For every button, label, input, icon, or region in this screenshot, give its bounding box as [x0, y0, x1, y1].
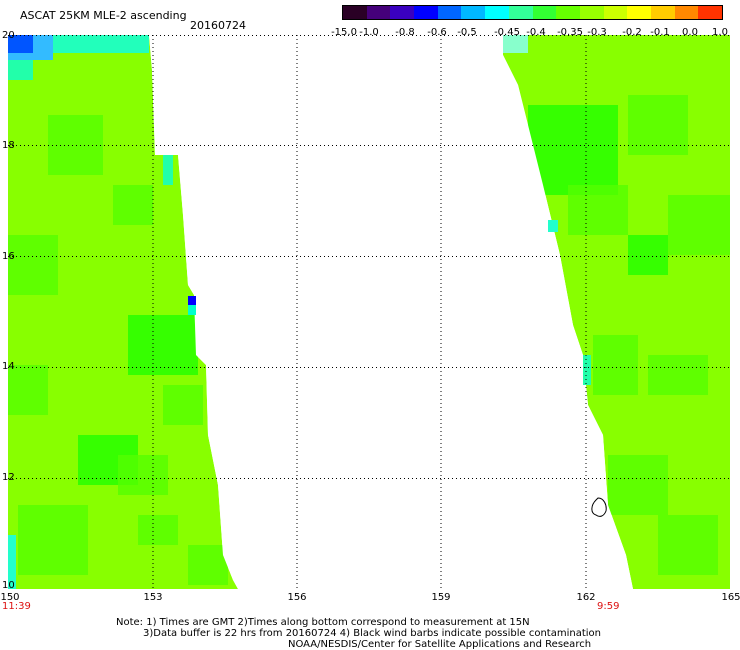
lon-label-150: 150 [0, 592, 20, 603]
colorbar-label: -0.1 [650, 27, 670, 38]
colorbar-swatch [414, 6, 438, 19]
colorbar-label: -15.0 [331, 27, 357, 38]
wind-cell [628, 235, 668, 275]
colorbar-label: -0.2 [622, 27, 642, 38]
colorbar-swatch [556, 6, 580, 19]
wind-cell [188, 305, 196, 315]
wind-cell [188, 545, 228, 585]
colorbar-label: 1.0 [712, 27, 728, 38]
lat-label-16: 16 [2, 251, 15, 262]
wind-cell [8, 365, 48, 415]
lon-label-153: 153 [143, 592, 163, 603]
note-line-2: 3)Data buffer is 22 hrs from 20160724 4)… [143, 628, 601, 639]
colorbar-swatch [390, 6, 415, 19]
colorbar-swatch [603, 6, 628, 19]
lon-label-159: 159 [431, 592, 451, 603]
lat-label-10: 10 [2, 580, 15, 591]
wind-cell [8, 60, 33, 80]
wind-cell [593, 335, 638, 395]
lat-label-20: 20 [2, 30, 15, 41]
lat-label-12: 12 [2, 472, 15, 483]
wind-cell [53, 35, 149, 53]
chart-date: 20160724 [190, 19, 246, 32]
notes-block: Note: 1) Times are GMT 2)Times along bot… [116, 617, 601, 650]
colorbar-label: -1.0 [359, 27, 379, 38]
chart-title: ASCAT 25KM MLE-2 ascending [20, 9, 187, 22]
swath-layer [8, 35, 730, 589]
colorbar-swatch [461, 6, 486, 19]
colorbar-label: -0.8 [395, 27, 415, 38]
colorbar-swatch [627, 6, 651, 19]
lon-label-165: 165 [721, 592, 740, 603]
wind-cell [113, 185, 153, 225]
wind-cell [48, 115, 103, 175]
wind-cell [18, 505, 88, 575]
wind-cell [628, 95, 688, 155]
colorbar-label: -0.6 [427, 27, 447, 38]
wind-map[interactable] [8, 35, 730, 589]
wind-cell [128, 315, 198, 375]
colorbar-swatch [437, 6, 462, 19]
wind-cell [138, 515, 178, 545]
wind-cell [8, 235, 58, 295]
wind-cell [608, 455, 668, 515]
colorbar-label: 0.0 [682, 27, 698, 38]
colorbar-swatch [579, 6, 604, 19]
lon-label-156: 156 [287, 592, 307, 603]
colorbar-swatch [508, 6, 533, 19]
colorbar-label: -0.4 [526, 27, 546, 38]
colorbar [342, 5, 723, 20]
wind-cell [548, 220, 558, 232]
wind-cell [188, 296, 196, 305]
colorbar-swatch [650, 6, 675, 19]
wind-cell [668, 195, 730, 255]
wind-cell [503, 35, 528, 53]
colorbar-label: -0.45 [494, 27, 520, 38]
pass-time-west: 11:39 [2, 601, 31, 612]
note-line-1: Note: 1) Times are GMT 2)Times along bot… [116, 617, 530, 628]
colorbar-swatch [532, 6, 557, 19]
colorbar-label: -0.35 [557, 27, 583, 38]
island-outline [591, 497, 607, 517]
wind-cell [163, 385, 203, 425]
colorbar-swatch [674, 6, 699, 19]
wind-cell [118, 455, 168, 495]
wind-cell [8, 535, 16, 589]
colorbar-label: -0.5 [457, 27, 477, 38]
wind-cell [528, 105, 618, 195]
colorbar-swatch [366, 6, 391, 19]
wind-cell [163, 155, 173, 185]
wind-cell [568, 185, 628, 235]
colorbar-label: -0.3 [587, 27, 607, 38]
wind-cell [658, 515, 718, 575]
pass-time-east: 9:59 [597, 601, 620, 612]
colorbar-swatch [698, 6, 722, 19]
colorbar-swatch [343, 6, 367, 19]
lon-label-162: 162 [576, 592, 596, 603]
wind-cell [583, 355, 591, 385]
note-line-3: NOAA/NESDIS/Center for Satellite Applica… [288, 639, 592, 650]
lat-label-14: 14 [2, 361, 15, 372]
wind-cell [648, 355, 708, 395]
lat-label-18: 18 [2, 140, 15, 151]
colorbar-swatch [485, 6, 509, 19]
wind-cell [8, 35, 33, 53]
no-data-gap [149, 35, 633, 589]
